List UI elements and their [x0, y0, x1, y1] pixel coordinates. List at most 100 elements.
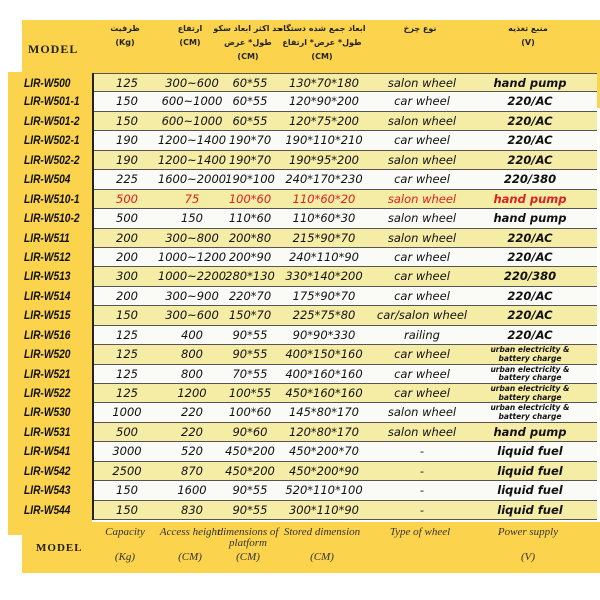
model-cell: LIR-W502-2 [24, 152, 80, 167]
model-cell: LIR-W544 [24, 502, 71, 517]
header-col-unit: (CM) [237, 52, 259, 61]
platform-cell: 100*55 [228, 386, 272, 400]
stored-dimension-cell: 330*140*200 [285, 269, 363, 284]
stored-dimension-cell: 190*95*200 [288, 152, 360, 167]
capacity-cell: 300 [116, 269, 138, 284]
stored-dimension-cell: 450*160*160 [285, 386, 363, 400]
capacity-cell: 200 [116, 249, 138, 264]
wheel-type-cell: - [419, 463, 425, 478]
access-height-cell: 1200 [177, 386, 207, 400]
model-cell: LIR-W530 [24, 405, 71, 420]
footer-col-label: dimensions of platform [217, 526, 279, 549]
wheel-type-cell: car wheel [394, 172, 450, 187]
table-row: LIR-W501-2 150 600~1000 60*55 120*75*200 salo… [24, 111, 597, 132]
access-height-cell: 870 [181, 463, 203, 478]
stored-dimension-cell: 215*90*70 [292, 230, 356, 245]
capacity-cell: 150 [116, 308, 138, 323]
model-cell: LIR-W513 [24, 269, 71, 284]
platform-cell: 60*55 [232, 76, 268, 90]
header-col-fa2: طول* عرض [224, 38, 272, 47]
wheel-type-cell: car wheel [394, 133, 450, 148]
header-col-4: نوع چرخ [370, 22, 470, 36]
model-cell: LIR-W514 [24, 288, 71, 303]
table-row: LIR-W500 125 300~600 60*55 130*70*180 salon w… [24, 73, 597, 93]
power-supply-cell: hand pump [493, 211, 567, 226]
model-cell: LIR-W501-1 [24, 94, 80, 109]
access-height-cell: 1200~1400 [157, 133, 227, 148]
stored-dimension-cell: 110*60*30 [292, 211, 356, 226]
stored-dimension-cell: 400*150*160 [285, 347, 363, 362]
header-col-fa: نوع چرخ [403, 24, 437, 33]
power-supply-cell: 220/AC [507, 133, 553, 148]
table-row: LIR-W513 300 1000~2200 280*130 330*140*200 ca… [24, 267, 597, 287]
wheel-type-cell: salon wheel [387, 424, 457, 439]
access-height-cell: 1000~2200 [157, 269, 227, 284]
footer-col-label: Power supply [497, 526, 559, 538]
wheel-type-cell: - [419, 483, 425, 498]
table-row: LIR-W510-1 500 75 100*60 110*60*20 salon whee… [24, 189, 597, 210]
header-model-label: MODEL [28, 42, 79, 56]
wheel-type-cell: car wheel [394, 366, 450, 381]
wheel-type-cell: salon wheel [387, 113, 457, 128]
footer-col-unit: (Kg) [114, 551, 136, 563]
header-col-5: منبع تغذیه (V) [478, 22, 578, 50]
table-row: LIR-W502-1 190 1200~1400 190*70 190*110*210 c… [24, 131, 597, 151]
capacity-cell: 125 [116, 366, 138, 381]
access-height-cell: 220 [181, 424, 203, 439]
wheel-type-cell: salon wheel [387, 211, 457, 226]
stored-dimension-cell: 240*110*90 [288, 249, 360, 264]
access-height-cell: 150 [181, 211, 203, 226]
platform-cell: 220*70 [228, 288, 272, 303]
header-col-unit: (CM) [179, 38, 201, 47]
model-cell: LIR-W522 [24, 386, 71, 400]
access-height-cell: 600~1000 [161, 113, 223, 128]
footer-col-3: Stored dimension (CM) [282, 527, 362, 563]
capacity-cell: 1000 [112, 405, 142, 420]
stored-dimension-cell: 190*110*210 [285, 133, 363, 148]
header-col-3: ابعاد جمع شده دستگاه طول* عرض* ارتفاع (CM) [272, 22, 372, 64]
model-column-band [8, 72, 92, 535]
platform-cell: 60*55 [232, 94, 268, 109]
stored-dimension-cell: 450*200*70 [288, 444, 360, 459]
stored-dimension-cell: 520*110*100 [285, 483, 363, 498]
footer-col-1: Access height (CM) [150, 527, 230, 563]
stored-dimension-cell: 400*160*160 [285, 366, 363, 381]
platform-cell: 90*55 [232, 483, 268, 498]
model-cell: LIR-W512 [24, 249, 71, 264]
power-supply-cell: hand pump [493, 76, 567, 90]
wheel-type-cell: salon wheel [387, 230, 457, 245]
wheel-type-cell: railing [404, 327, 440, 342]
capacity-cell: 150 [116, 483, 138, 498]
capacity-cell: 200 [116, 288, 138, 303]
model-cell: LIR-W541 [24, 444, 71, 459]
power-supply-cell: hand pump [493, 191, 567, 206]
model-cell: LIR-W521 [24, 366, 71, 381]
model-cell: LIR-W501-2 [24, 113, 80, 128]
access-height-cell: 1600 [177, 483, 207, 498]
stored-dimension-cell: 175*90*70 [292, 288, 356, 303]
table-row: LIR-W504 225 1600~2000 190*100 240*170*230 ca… [24, 170, 597, 190]
header-col-1: ارتفاع (CM) [140, 22, 240, 50]
model-cell: LIR-W510-1 [24, 191, 80, 206]
power-supply-cell: urban electricity & battery charge [490, 403, 570, 421]
wheel-type-cell: - [419, 502, 425, 517]
stored-dimension-cell: 90*90*330 [292, 327, 356, 342]
table-row: LIR-W512 200 1000~1200 200*90 240*110*90 car … [24, 247, 597, 268]
table-row: LIR-W542 2500 870 450*200 450*200*90 - liquid … [24, 461, 597, 482]
model-cell: LIR-W542 [24, 463, 71, 478]
footer-model-label: MODEL [36, 542, 83, 554]
table-row: LIR-W521 125 800 70*55 400*160*160 car wheel u… [24, 364, 597, 384]
stored-dimension-cell: 120*90*200 [288, 94, 360, 109]
access-height-cell: 520 [181, 444, 203, 459]
footer-col-unit: (CM) [310, 551, 334, 563]
capacity-cell: 150 [116, 94, 138, 109]
spec-table: LIR-W500 125 300~600 60*55 130*70*180 salon w… [24, 73, 597, 521]
table-row: LIR-W502-2 190 1200~1400 190*70 190*95*200 sa… [24, 150, 597, 171]
wheel-type-cell: car wheel [394, 94, 450, 109]
model-cell: LIR-W520 [24, 347, 71, 362]
stored-dimension-cell: 240*170*230 [285, 172, 363, 187]
table-row: LIR-W544 150 830 90*55 300*110*90 - liquid fue… [24, 500, 597, 521]
power-supply-cell: 220/AC [507, 94, 553, 109]
footer-col-label: Stored dimension [283, 526, 361, 538]
power-supply-cell: liquid fuel [497, 483, 563, 498]
